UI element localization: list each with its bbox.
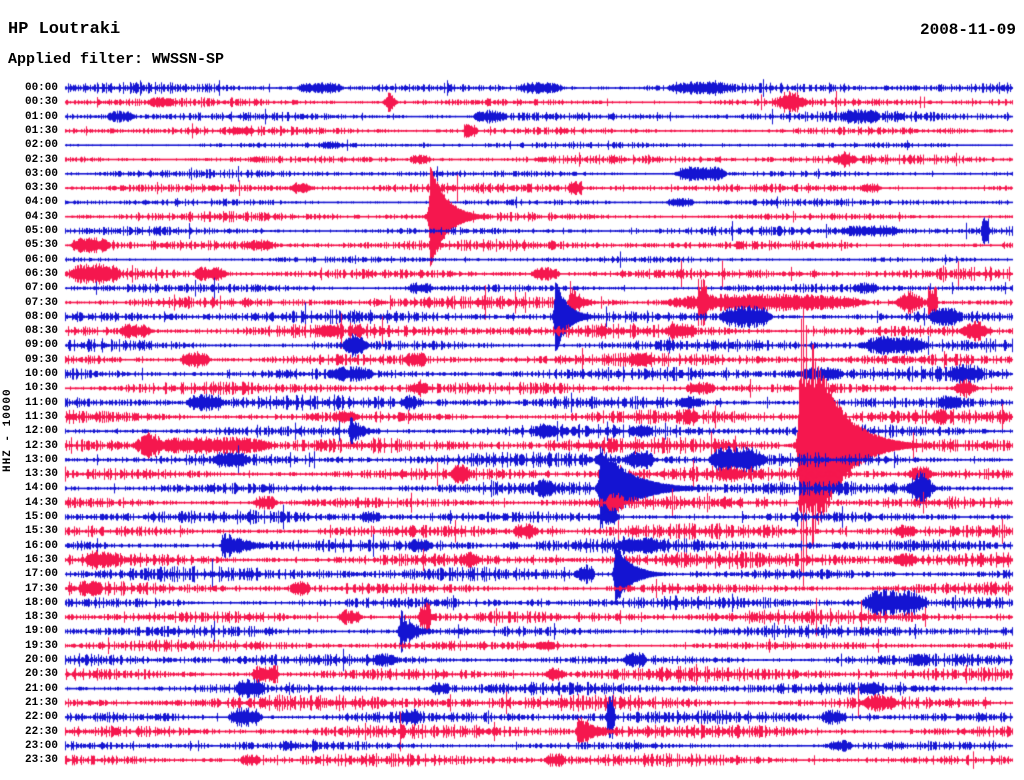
time-label: 04:30 <box>24 210 58 223</box>
time-label: 04:00 <box>24 196 58 209</box>
time-label: 10:30 <box>24 382 58 395</box>
time-label: 05:30 <box>24 239 58 252</box>
time-label: 03:30 <box>24 182 58 195</box>
time-label: 21:00 <box>24 682 58 695</box>
time-label: 15:00 <box>24 511 58 523</box>
time-label: 22:30 <box>24 725 58 738</box>
time-label: 18:30 <box>24 611 58 624</box>
time-label: 19:30 <box>24 639 58 652</box>
time-label: 10:00 <box>24 368 58 380</box>
time-label: 06:00 <box>24 253 58 266</box>
time-label: 05:00 <box>24 225 58 237</box>
time-label: 12:30 <box>24 439 58 452</box>
time-label: 15:30 <box>24 525 58 538</box>
time-label: 23:00 <box>24 739 58 752</box>
time-label: 01:30 <box>24 124 58 137</box>
time-label: 14:30 <box>24 496 58 509</box>
time-label: 09:30 <box>24 353 58 366</box>
time-label: 23:30 <box>24 754 58 767</box>
time-label: 08:00 <box>24 310 58 323</box>
time-label: 09:00 <box>24 339 58 352</box>
time-label: 16:30 <box>24 553 58 566</box>
time-label: 03:00 <box>24 167 58 180</box>
time-label: 07:30 <box>24 296 58 309</box>
time-label: 20:00 <box>24 654 58 666</box>
time-label: 22:00 <box>24 711 58 724</box>
time-label: 13:30 <box>24 468 58 481</box>
time-label: 11:00 <box>24 396 58 409</box>
time-label: 16:00 <box>24 539 58 552</box>
time-label: 08:30 <box>24 325 58 338</box>
time-label: 20:30 <box>24 668 58 681</box>
time-label: 07:00 <box>24 282 58 295</box>
time-label: 00:00 <box>24 82 58 94</box>
time-label: 17:00 <box>24 568 58 581</box>
time-label: 11:30 <box>24 410 58 423</box>
time-label: 01:00 <box>24 110 58 123</box>
time-label: 00:30 <box>24 96 58 109</box>
time-label: 13:00 <box>24 453 58 466</box>
time-label: 17:30 <box>24 582 58 595</box>
time-label: 18:00 <box>24 596 58 609</box>
time-label: 14:00 <box>24 482 58 495</box>
time-label: 06:30 <box>24 267 58 280</box>
time-label: 19:00 <box>24 625 58 638</box>
time-label: 02:00 <box>24 139 58 152</box>
time-label: 12:00 <box>24 425 58 438</box>
time-label: 02:30 <box>24 153 58 166</box>
time-label: 21:30 <box>24 696 58 709</box>
